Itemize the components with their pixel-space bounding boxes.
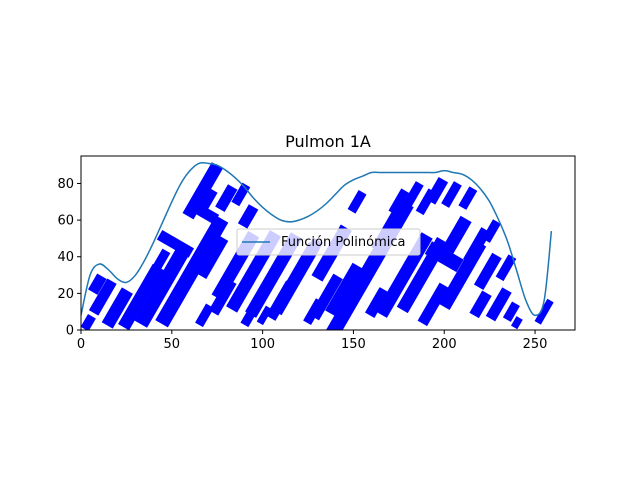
block-54 bbox=[534, 298, 554, 325]
legend: Función Polinómica bbox=[236, 228, 421, 256]
x-tick-label: 150 bbox=[341, 337, 366, 352]
block-32 bbox=[364, 287, 390, 318]
axes-frame bbox=[80, 155, 576, 331]
block-8 bbox=[155, 215, 229, 328]
block-30 bbox=[347, 190, 367, 214]
block-11 bbox=[198, 188, 218, 212]
block-27 bbox=[309, 273, 343, 321]
block-9 bbox=[182, 162, 223, 220]
block-52 bbox=[502, 301, 520, 322]
block-51 bbox=[495, 254, 517, 282]
block-12 bbox=[195, 234, 229, 279]
block-6 bbox=[156, 230, 195, 258]
block-36 bbox=[403, 181, 424, 208]
block-7 bbox=[151, 248, 171, 273]
legend-label: Función Polinómica bbox=[281, 235, 405, 250]
block-53 bbox=[510, 316, 523, 330]
block-14 bbox=[195, 303, 214, 328]
y-tick-label: 80 bbox=[57, 177, 74, 192]
curve-layer bbox=[81, 161, 553, 317]
block-2 bbox=[88, 278, 117, 316]
block-21 bbox=[256, 305, 273, 326]
block-18 bbox=[237, 204, 259, 229]
block-35 bbox=[388, 188, 410, 216]
block-1 bbox=[88, 273, 107, 295]
y-tick-label: 60 bbox=[57, 214, 74, 229]
block-40 bbox=[417, 282, 450, 327]
block-42 bbox=[441, 181, 462, 208]
block-5 bbox=[134, 244, 191, 328]
block-4 bbox=[118, 263, 164, 330]
block-3 bbox=[101, 287, 133, 329]
block-49 bbox=[482, 219, 501, 243]
block-47 bbox=[469, 290, 492, 319]
x-tick-label: 0 bbox=[77, 337, 85, 352]
block-48 bbox=[473, 252, 502, 290]
x-tick-label: 100 bbox=[250, 337, 275, 352]
blocks-layer bbox=[81, 162, 554, 330]
block-0 bbox=[81, 314, 96, 330]
series-line-0 bbox=[81, 161, 553, 317]
y-tick-label: 20 bbox=[57, 287, 74, 302]
block-10 bbox=[189, 201, 220, 225]
x-tick-label: 200 bbox=[432, 337, 457, 352]
y-tick-label: 40 bbox=[57, 250, 74, 265]
y-tick-label: 0 bbox=[66, 324, 74, 339]
block-15 bbox=[215, 184, 238, 212]
block-39 bbox=[425, 176, 449, 205]
chart-title: Pulmon 1A bbox=[285, 132, 371, 151]
legend-box bbox=[236, 228, 421, 256]
y-axis-ticks: 0 20 40 60 80 bbox=[57, 177, 81, 339]
block-29 bbox=[325, 262, 364, 317]
x-axis-ticks: 0 50 100 150 200 250 bbox=[77, 330, 548, 352]
x-tick-label: 50 bbox=[164, 337, 181, 352]
block-43 bbox=[442, 215, 472, 254]
x-tick-label: 250 bbox=[523, 337, 548, 352]
block-50 bbox=[485, 287, 512, 322]
block-41 bbox=[424, 241, 464, 273]
block-45 bbox=[458, 186, 478, 210]
